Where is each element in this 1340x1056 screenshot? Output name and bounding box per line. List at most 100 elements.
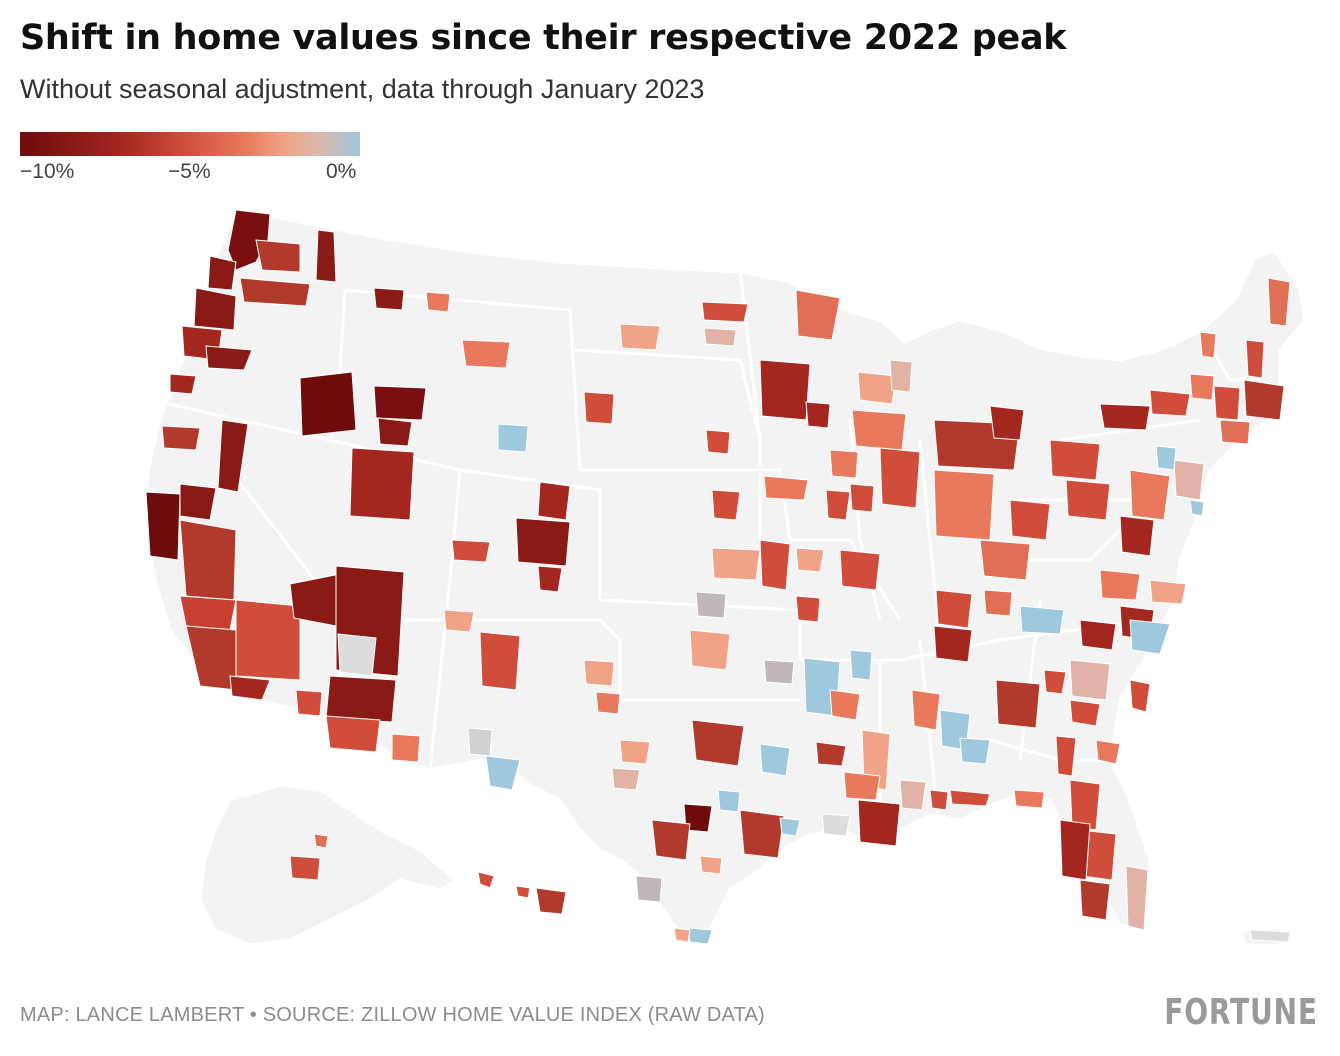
metro-rochester-mn [805, 401, 831, 429]
metro-honolulu [477, 871, 495, 889]
metros-midwest [795, 359, 1101, 629]
metro-atlanta [995, 679, 1041, 729]
metro-mobile [899, 779, 927, 811]
metros-texas-oklahoma [611, 629, 841, 945]
metro-idaho-falls [373, 385, 427, 421]
metro-la [185, 625, 237, 691]
metros-colorado-nm [443, 481, 571, 791]
metro-spokane [315, 229, 337, 283]
metro-kansas-city [759, 539, 791, 591]
metro-buffalo [1099, 403, 1151, 431]
metro-santa-fe [443, 609, 475, 633]
metro-tampa [1059, 819, 1091, 881]
metro-college-station [717, 789, 741, 813]
metros-mountain-west [161, 339, 529, 521]
metro-cape-coral [1079, 879, 1111, 921]
metro-san-antonio [651, 819, 691, 861]
metro-manchester [1245, 339, 1265, 379]
metro-bismarck [619, 323, 661, 351]
metro-grand-forks [703, 327, 737, 347]
metro-lubbock [595, 691, 621, 715]
metro-knoxville [1019, 605, 1065, 635]
metro-madison [857, 371, 897, 405]
metro-grand-junction [451, 539, 491, 563]
color-legend: −10% −5% 0% [20, 132, 360, 183]
metro-pittsburgh [1065, 479, 1111, 521]
metro-hartford [1219, 419, 1251, 445]
metro-missoula [373, 287, 405, 311]
metro-brownsville [687, 927, 713, 945]
metro-dallas [691, 719, 745, 767]
metro-prescott [295, 689, 323, 717]
metro-huntsville [959, 737, 991, 765]
metro-fargo [701, 301, 749, 323]
metro-albuquerque [479, 631, 521, 691]
metro-cleveland [1049, 439, 1101, 481]
legend-tick-max: 0% [326, 160, 357, 183]
metros-noncontiguous [289, 833, 1291, 943]
metro-riverside [235, 599, 301, 681]
metro-cincinnati [979, 539, 1031, 581]
metro-nashville [933, 625, 973, 663]
metro-springfield-mo [795, 595, 821, 623]
metro-fairbanks [313, 833, 329, 849]
metro-el-paso [485, 755, 521, 791]
metro-anchorage [289, 855, 321, 881]
legend-tick-min: −10% [20, 160, 75, 183]
metro-columbia-sc [1069, 699, 1101, 727]
metro-portland-me [1267, 277, 1291, 327]
metro-topeka [795, 547, 825, 573]
metro-burlington [1199, 331, 1217, 359]
metro-virginia-beach [1149, 579, 1187, 605]
metro-omaha [763, 475, 809, 501]
metro-ogden [377, 417, 413, 447]
metro-tucson [325, 715, 381, 753]
metro-rapid-city [583, 391, 615, 425]
metro-atlantic-city [1189, 499, 1205, 517]
metro-lexington [983, 589, 1013, 617]
metro-san-angelo [611, 767, 641, 791]
metro-amarillo [583, 659, 615, 687]
metro-las-cruces [467, 727, 493, 757]
metro-shreveport [815, 741, 847, 767]
metro-bend [205, 345, 253, 371]
metro-durham [1129, 619, 1171, 655]
metro-new-orleans [857, 799, 901, 847]
metro-savannah [1055, 735, 1077, 777]
metro-charleston [1095, 739, 1121, 765]
metro-houston [739, 809, 785, 859]
metro-minneapolis [759, 359, 811, 421]
metro-waco [759, 743, 791, 777]
metro-dodge-city [695, 591, 727, 619]
metro-philadelphia [1129, 469, 1171, 521]
metro-washington [1119, 515, 1155, 557]
metros-southwest [289, 565, 421, 763]
metro-montgomery [949, 789, 991, 807]
metro-phoenix [325, 675, 397, 723]
metro-san-juan [1249, 929, 1291, 943]
metro-rochester-ny [1149, 389, 1191, 417]
us-metro-map [143, 208, 1307, 948]
metro-reno [217, 419, 249, 493]
metro-des-moines [829, 449, 859, 479]
metro-tallahassee [1013, 789, 1045, 809]
metro-wichita [711, 547, 761, 581]
metros-great-plains [583, 289, 841, 715]
metro-sierra-vista [391, 733, 421, 763]
metro-mcallen [673, 927, 691, 943]
metro-davenport [825, 489, 851, 521]
metro-detroit [989, 405, 1025, 441]
metro-birmingham [911, 689, 941, 731]
metros-southeast [815, 569, 1187, 821]
metros-pacific-northwest [169, 209, 451, 395]
metro-richmond [1099, 569, 1141, 601]
metro-greensboro [1079, 619, 1117, 651]
metro-louisville [935, 589, 973, 629]
metro-great-falls [461, 339, 511, 369]
metro-wenatchee [255, 239, 301, 273]
metro-sioux-falls [705, 429, 731, 455]
metro-wilmington [1129, 679, 1151, 713]
metro-indianapolis [933, 469, 995, 541]
source-credit: MAP: LANCE LAMBERT • SOURCE: ZILLOW HOME… [20, 1004, 765, 1026]
metro-oklahoma-city [689, 629, 731, 671]
